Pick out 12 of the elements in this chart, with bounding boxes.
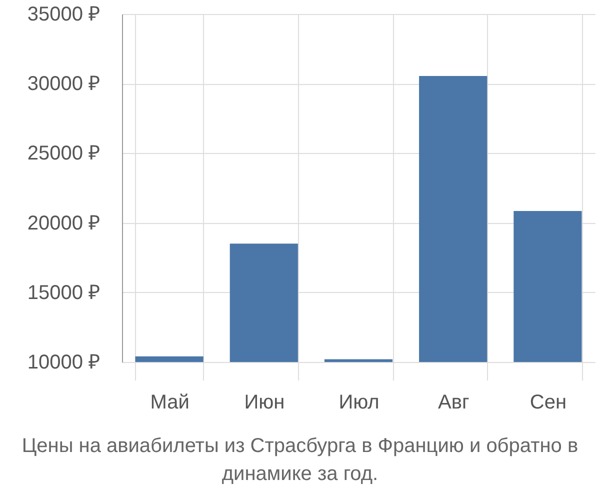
x-tick-label: Июл	[338, 392, 380, 414]
y-tick-label: 35000 ₽	[27, 4, 100, 26]
y-tick-label: 15000 ₽	[27, 282, 100, 304]
x-tick-label: Июн	[244, 392, 285, 414]
x-tick-label: Авг	[438, 392, 470, 414]
x-tick-label: Сен	[530, 392, 567, 414]
y-tick-label: 10000 ₽	[27, 352, 100, 374]
x-tick-label: Май	[150, 392, 190, 414]
y-tick-label: 30000 ₽	[27, 73, 100, 96]
y-tick-label: 25000 ₽	[27, 142, 100, 165]
text: Цены на авиабилеты из Страсбурга в Францию и обратно в динамике за год.	[20, 434, 580, 487]
y-tick-label: 20000 ₽	[27, 212, 100, 234]
